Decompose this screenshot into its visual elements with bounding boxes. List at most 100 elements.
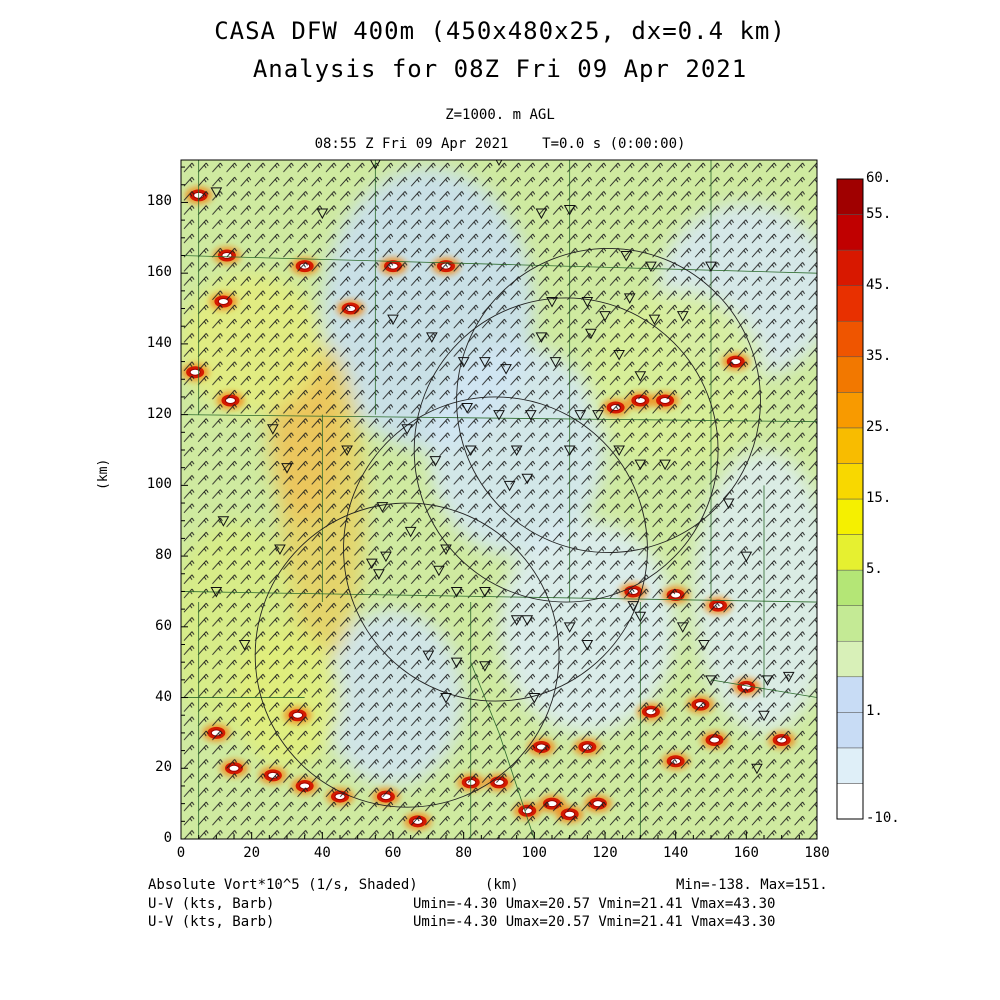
station-marker — [401, 424, 413, 435]
station-marker — [500, 364, 512, 375]
station-marker — [676, 311, 689, 322]
field-label: Absolute Vort*10^5 (1/s, Shaded) — [148, 877, 418, 893]
radar-range-ring — [343, 396, 648, 702]
station-marker — [740, 551, 753, 563]
station-marker — [599, 311, 611, 322]
wind-barbs — [181, 160, 817, 839]
colorbar-frame — [836, 178, 864, 820]
y-tick-label: 80 — [155, 547, 172, 564]
station-marker — [510, 445, 523, 457]
colorbar — [836, 178, 864, 820]
station-marker — [535, 332, 548, 343]
colorbar-swatch — [836, 427, 864, 464]
station-marker — [387, 314, 399, 326]
station-marker — [645, 261, 657, 273]
station-marker — [563, 445, 576, 457]
station-marker — [521, 615, 534, 626]
colorbar-swatch — [836, 783, 864, 820]
radar-range-ring — [456, 247, 761, 553]
station-marker — [464, 445, 477, 457]
station-marker — [634, 611, 647, 623]
colorbar-label: -10. — [866, 810, 900, 826]
county-border — [710, 679, 817, 698]
station-marker — [503, 480, 516, 492]
x-tick-label: 80 — [455, 845, 473, 861]
y-tick-label: 100 — [146, 476, 172, 493]
title-line-1: CASA DFW 400m (450x480x25, dx=0.4 km) — [214, 17, 786, 45]
station-marker — [722, 498, 735, 510]
station-marker — [493, 410, 505, 421]
station-marker — [698, 639, 710, 651]
station-marker — [613, 350, 625, 361]
time-label: 08:55 Z Fri 09 Apr 2021 T=0.0 s (0:00:00… — [314, 136, 686, 152]
station-marker — [217, 516, 230, 527]
station-marker — [440, 693, 452, 704]
colorbar-label: 1. — [866, 703, 883, 720]
station-marker — [316, 208, 329, 220]
colorbar-label: 15. — [866, 490, 892, 506]
station-marker — [627, 601, 640, 612]
y-tick-label: 40 — [155, 688, 172, 705]
station-marker — [210, 586, 223, 598]
colorbar-swatch — [836, 498, 864, 535]
station-marker — [380, 551, 392, 563]
station-marker — [365, 558, 378, 570]
colorbar-swatch — [836, 214, 864, 251]
colorbar-swatch — [836, 640, 864, 678]
station-marker — [623, 293, 636, 304]
station-marker — [341, 445, 353, 457]
station-marker — [620, 250, 633, 262]
x-tick-label: 100 — [521, 845, 547, 861]
station-marker — [238, 639, 251, 651]
colorbar-swatch — [836, 356, 864, 393]
station-marker — [457, 357, 470, 368]
station-marker — [634, 371, 647, 382]
station-marker — [705, 675, 717, 686]
x-tick-label: 60 — [384, 845, 402, 861]
y-tick-label: 0 — [163, 830, 172, 846]
x-axis-label: (km) — [485, 877, 519, 893]
wind-stats-2: Umin=-4.30 Umax=20.57 Vmin=21.41 Vmax=43… — [413, 914, 776, 930]
colorbar-label: 35. — [866, 347, 892, 364]
y-tick-label: 160 — [146, 264, 172, 281]
station-marker — [524, 410, 537, 421]
station-marker — [546, 296, 558, 308]
wind-label-1: U-V (kts, Barb) — [148, 896, 275, 912]
colorbar-swatch — [836, 605, 864, 642]
wind-stats-1: Umin=-4.30 Umax=20.57 Vmin=21.41 Vmax=43… — [413, 896, 776, 912]
x-tick-label: 0 — [176, 845, 186, 861]
station-marker — [433, 565, 445, 577]
x-tick-label: 40 — [313, 845, 331, 861]
colorbar-swatch — [836, 747, 864, 784]
x-tick-label: 120 — [592, 845, 618, 861]
colorbar-label: 60. — [866, 170, 892, 186]
station-marker — [281, 463, 293, 474]
station-marker — [429, 456, 442, 467]
x-tick-label: 160 — [733, 845, 759, 861]
station-marker — [461, 403, 474, 414]
station-marker — [563, 622, 576, 633]
station-marker — [659, 459, 671, 471]
station-marker — [370, 160, 381, 170]
station-marker — [535, 208, 548, 220]
station-marker — [574, 410, 587, 421]
colorbar-swatch — [836, 569, 864, 606]
level-label: Z=1000. m AGL — [445, 107, 555, 123]
radar-range-ring — [413, 297, 719, 603]
radar-range-rings — [254, 247, 761, 808]
colorbar-swatch — [836, 320, 864, 358]
station-marker — [376, 502, 389, 513]
station-marker — [210, 187, 223, 198]
vorticity-field — [181, 160, 817, 839]
colorbar-label: 45. — [866, 276, 892, 293]
y-axis-label: (km) — [96, 458, 111, 490]
observation-stations — [210, 160, 795, 775]
station-marker — [450, 586, 463, 598]
station-marker — [634, 459, 647, 471]
station-marker — [373, 569, 385, 580]
station-marker — [440, 544, 452, 556]
station-marker — [267, 424, 279, 435]
station-marker — [479, 661, 491, 672]
station-marker — [563, 205, 576, 216]
colorbar-swatch — [836, 249, 864, 286]
